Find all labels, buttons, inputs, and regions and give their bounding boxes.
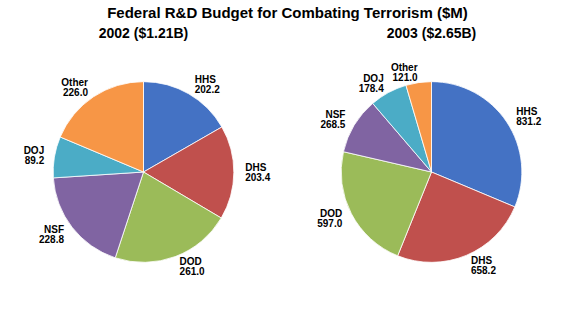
svg-text:HHS202.2: HHS202.2 <box>195 74 220 95</box>
svg-text:DOJ89.2: DOJ89.2 <box>24 145 45 166</box>
html-text:2003 ($2.65B): 2003 ($2.65B) <box>386 25 477 41</box>
svg-text:DOD261.0: DOD261.0 <box>180 256 205 277</box>
svg-text:DHS658.2: DHS658.2 <box>471 255 496 276</box>
html-text:Federal R&D Budget for Combati: Federal R&D Budget for Combating Terrori… <box>107 4 468 21</box>
svg-text:Other121.0: Other121.0 <box>391 62 418 83</box>
svg-text:DHS203.4: DHS203.4 <box>245 162 270 183</box>
svg-text:NSF228.8: NSF228.8 <box>39 224 64 245</box>
svg-text:DOJ178.4: DOJ178.4 <box>359 73 384 94</box>
svg-text:DOD597.0: DOD597.0 <box>317 208 342 229</box>
svg-text:NSF268.5: NSF268.5 <box>320 109 345 130</box>
html-text:2002 ($1.21B): 2002 ($1.21B) <box>98 25 189 41</box>
svg-text:Other226.0: Other226.0 <box>61 77 88 98</box>
svg-text:HHS831.2: HHS831.2 <box>516 106 541 127</box>
